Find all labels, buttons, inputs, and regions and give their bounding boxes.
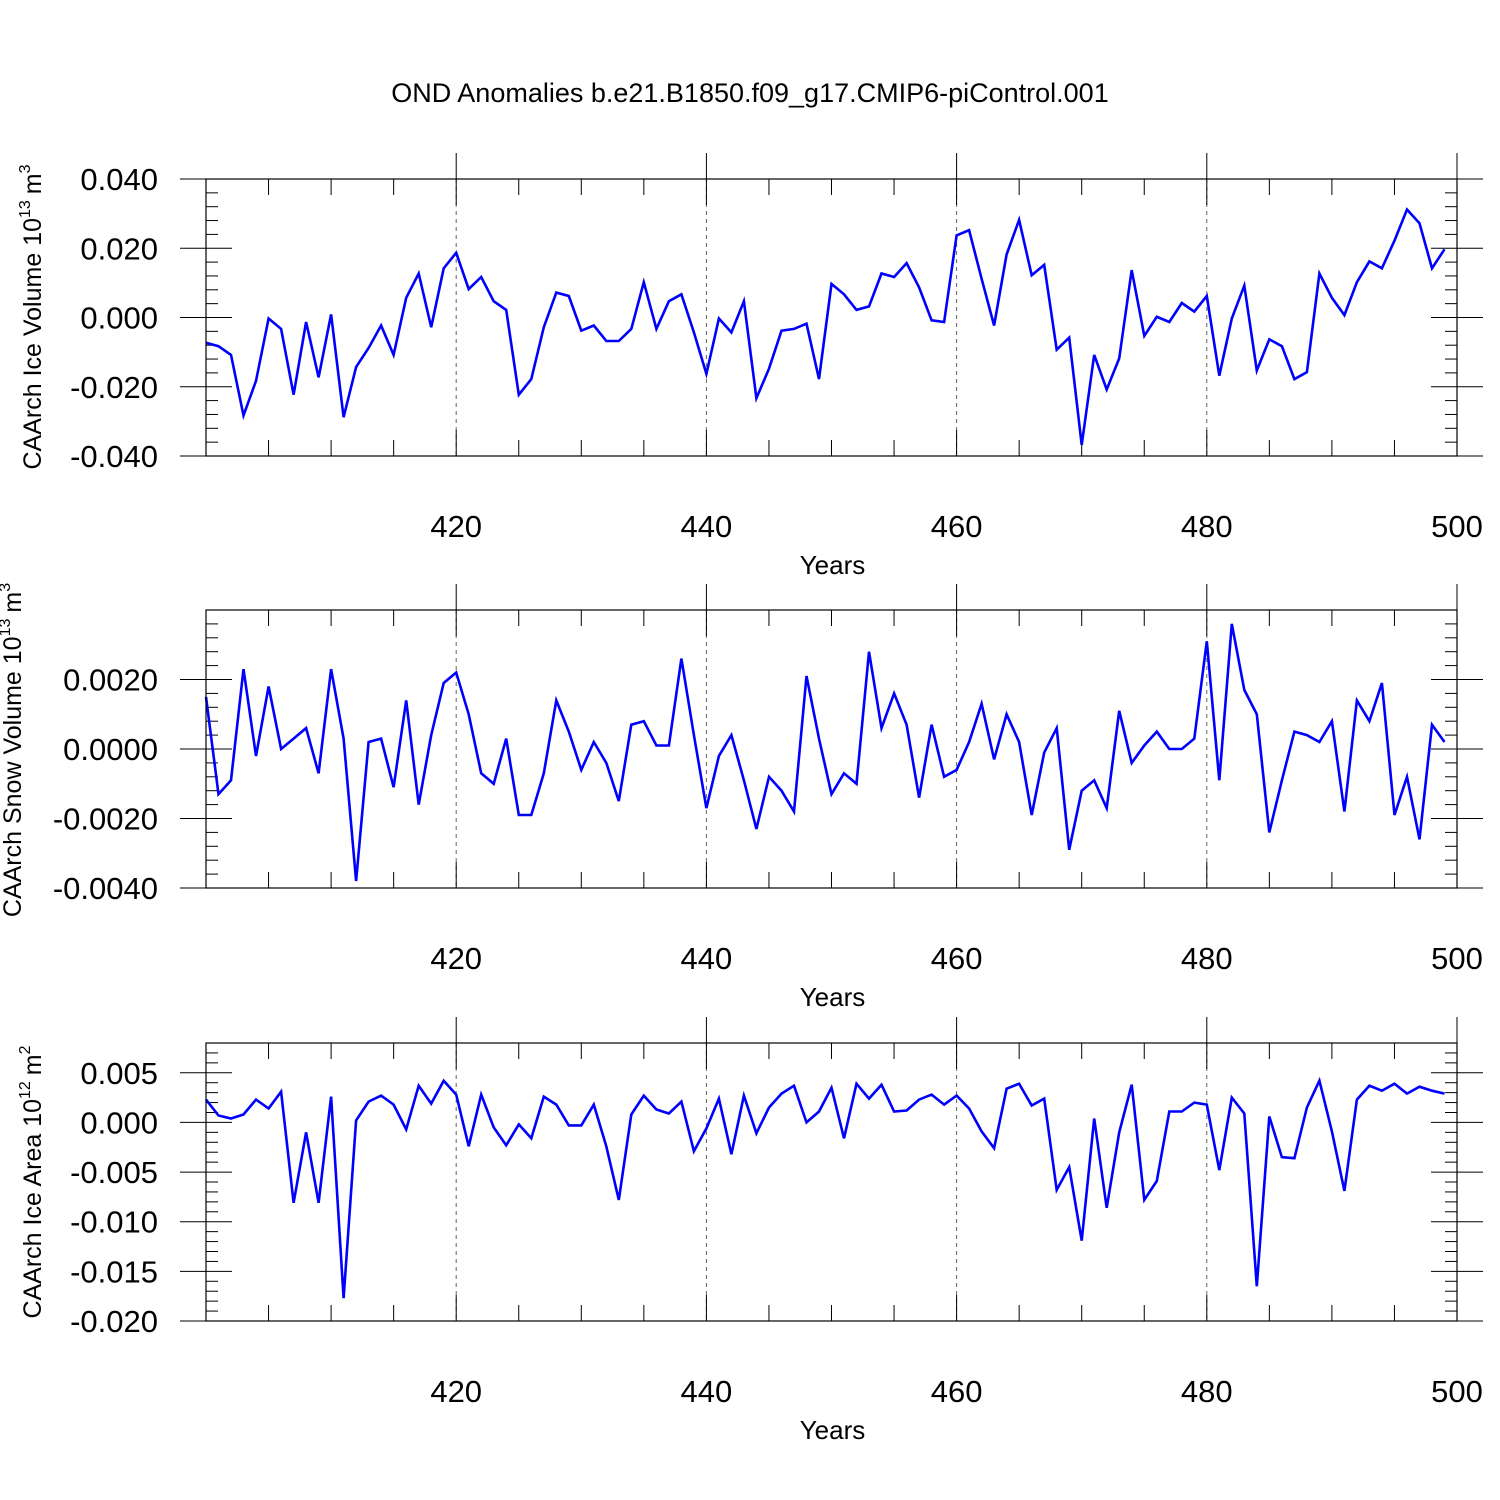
chart-title: OND Anomalies b.e21.B1850.f09_g17.CMIP6-… xyxy=(391,78,1109,108)
y-axis-label-exponent: 13 xyxy=(17,200,34,218)
y-axis-label-unit: m xyxy=(0,592,27,613)
y-axis-label-exponent: 12 xyxy=(17,1081,34,1099)
x-tick-label: 500 xyxy=(1431,1374,1483,1409)
panel-1: -0.040 -0.020 0.000 0.020 0.040 420 440 460 480 5… xyxy=(17,153,1483,580)
x-tick-label: 480 xyxy=(1181,1374,1233,1409)
x-tick-label: 480 xyxy=(1181,941,1233,976)
x-axis-label: Years xyxy=(800,550,866,580)
y-tick-label: 0.000 xyxy=(80,1105,158,1140)
y-tick-label: -0.0040 xyxy=(53,871,158,906)
y-tick-label: -0.040 xyxy=(70,439,158,474)
plot-frame xyxy=(205,609,1458,889)
x-tick-label: 420 xyxy=(430,509,482,544)
data-series-line xyxy=(205,207,1446,446)
y-axis-label-text: CAArch Ice Area 10 xyxy=(19,1099,47,1319)
y-axis-label-unit: m xyxy=(19,173,47,194)
plot-frame xyxy=(205,1042,1458,1322)
y-axis-label-unit-exponent: 2 xyxy=(17,1045,34,1054)
y-axis-label: CAArch Ice Volume 1013 m3 xyxy=(17,164,47,469)
x-axis-label: Years xyxy=(800,1415,866,1445)
y-axis-label-unit-exponent: 3 xyxy=(0,583,14,592)
y-axis-label-text: CAArch Snow Volume 10 xyxy=(0,636,27,917)
y-tick-label: 0.040 xyxy=(80,162,158,197)
x-tick-label: 440 xyxy=(681,941,733,976)
y-tick-label: 0.0000 xyxy=(63,732,158,767)
panel-3: -0.020 -0.015 -0.010 -0.005 0.000 0.005 420 440… xyxy=(17,1017,1483,1445)
y-axis-label-unit: m xyxy=(19,1054,47,1075)
y-axis-label-text: CAArch Ice Volume 10 xyxy=(19,218,47,470)
x-tick-label: 420 xyxy=(430,1374,482,1409)
y-tick-label: -0.020 xyxy=(70,1304,158,1339)
panel-2: -0.0040 -0.0020 0.0000 0.0020 420 440 460 480 50… xyxy=(0,583,1483,1012)
data-series-line xyxy=(204,623,1446,882)
y-tick-label: 0.005 xyxy=(80,1056,158,1091)
y-tick-label: 0.020 xyxy=(80,231,158,266)
y-tick-label: -0.005 xyxy=(70,1155,158,1190)
x-tick-label: 460 xyxy=(931,1374,983,1409)
y-axis-label-exponent: 13 xyxy=(0,619,14,637)
y-tick-label: -0.020 xyxy=(70,370,158,405)
data-series-line xyxy=(204,1076,1445,1299)
plot-frame xyxy=(205,178,1458,457)
y-axis-label: CAArch Ice Area 1012 m2 xyxy=(17,1045,47,1318)
x-tick-label: 460 xyxy=(931,509,983,544)
x-tick-label: 440 xyxy=(681,509,733,544)
y-axis-label-unit-exponent: 3 xyxy=(17,164,34,173)
y-tick-label: 0.0020 xyxy=(63,663,158,698)
y-tick-label: -0.010 xyxy=(70,1205,158,1240)
x-tick-label: 480 xyxy=(1181,509,1233,544)
y-tick-label: -0.015 xyxy=(70,1254,158,1289)
x-tick-label: 420 xyxy=(430,941,482,976)
y-tick-label: -0.0020 xyxy=(53,802,158,837)
y-tick-label: 0.000 xyxy=(80,301,158,336)
x-axis-label: Years xyxy=(800,982,866,1012)
x-tick-label: 500 xyxy=(1431,941,1483,976)
x-tick-label: 440 xyxy=(681,1374,733,1409)
x-tick-label: 460 xyxy=(931,941,983,976)
x-tick-label: 500 xyxy=(1431,509,1483,544)
y-axis-label: CAArch Snow Volume 1013 m3 xyxy=(0,583,27,917)
